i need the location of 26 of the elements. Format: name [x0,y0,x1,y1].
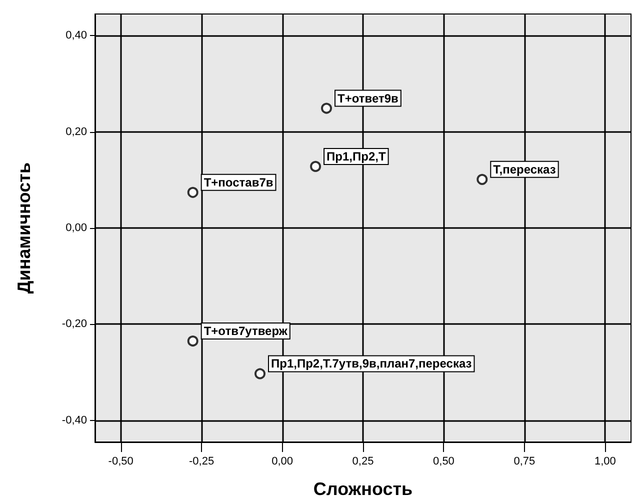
annotation: Пр1,Пр2,Т.7утв,9в,план7,пересказ [271,356,472,371]
annotation: Т+ответ9в [338,91,398,106]
point [476,174,488,185]
x-tick-label: 0,50 [433,456,454,468]
x-tick-label: 0,25 [352,456,374,468]
y-tick-label: 0,00 [66,222,87,234]
x-tick-label: -0,50 [108,456,134,468]
y-axis-title: Динамичность [14,162,34,294]
annotation: Т,пересказ [493,162,556,176]
point [187,186,198,198]
y-tick-label: -0,40 [62,414,87,426]
point [187,336,198,347]
point [310,160,322,172]
x-axis-title: Сложность [313,479,413,499]
y-tick-label: 0,20 [66,126,87,138]
y-tick-label: 0,40 [66,30,87,42]
annotation: Т+отв7утверж [204,324,288,338]
annotation: Пр1,Пр2,Т [326,149,386,164]
y-tick-label: -0,20 [62,318,87,330]
point [321,102,332,114]
x-tick-label: 1,00 [594,456,616,468]
x-tick-label: -0,25 [189,456,214,468]
x-tick-label: 0,00 [272,456,293,468]
point [254,368,266,380]
annotation: Т+постав7в [204,175,274,190]
x-tick-label: 0,75 [514,456,536,468]
